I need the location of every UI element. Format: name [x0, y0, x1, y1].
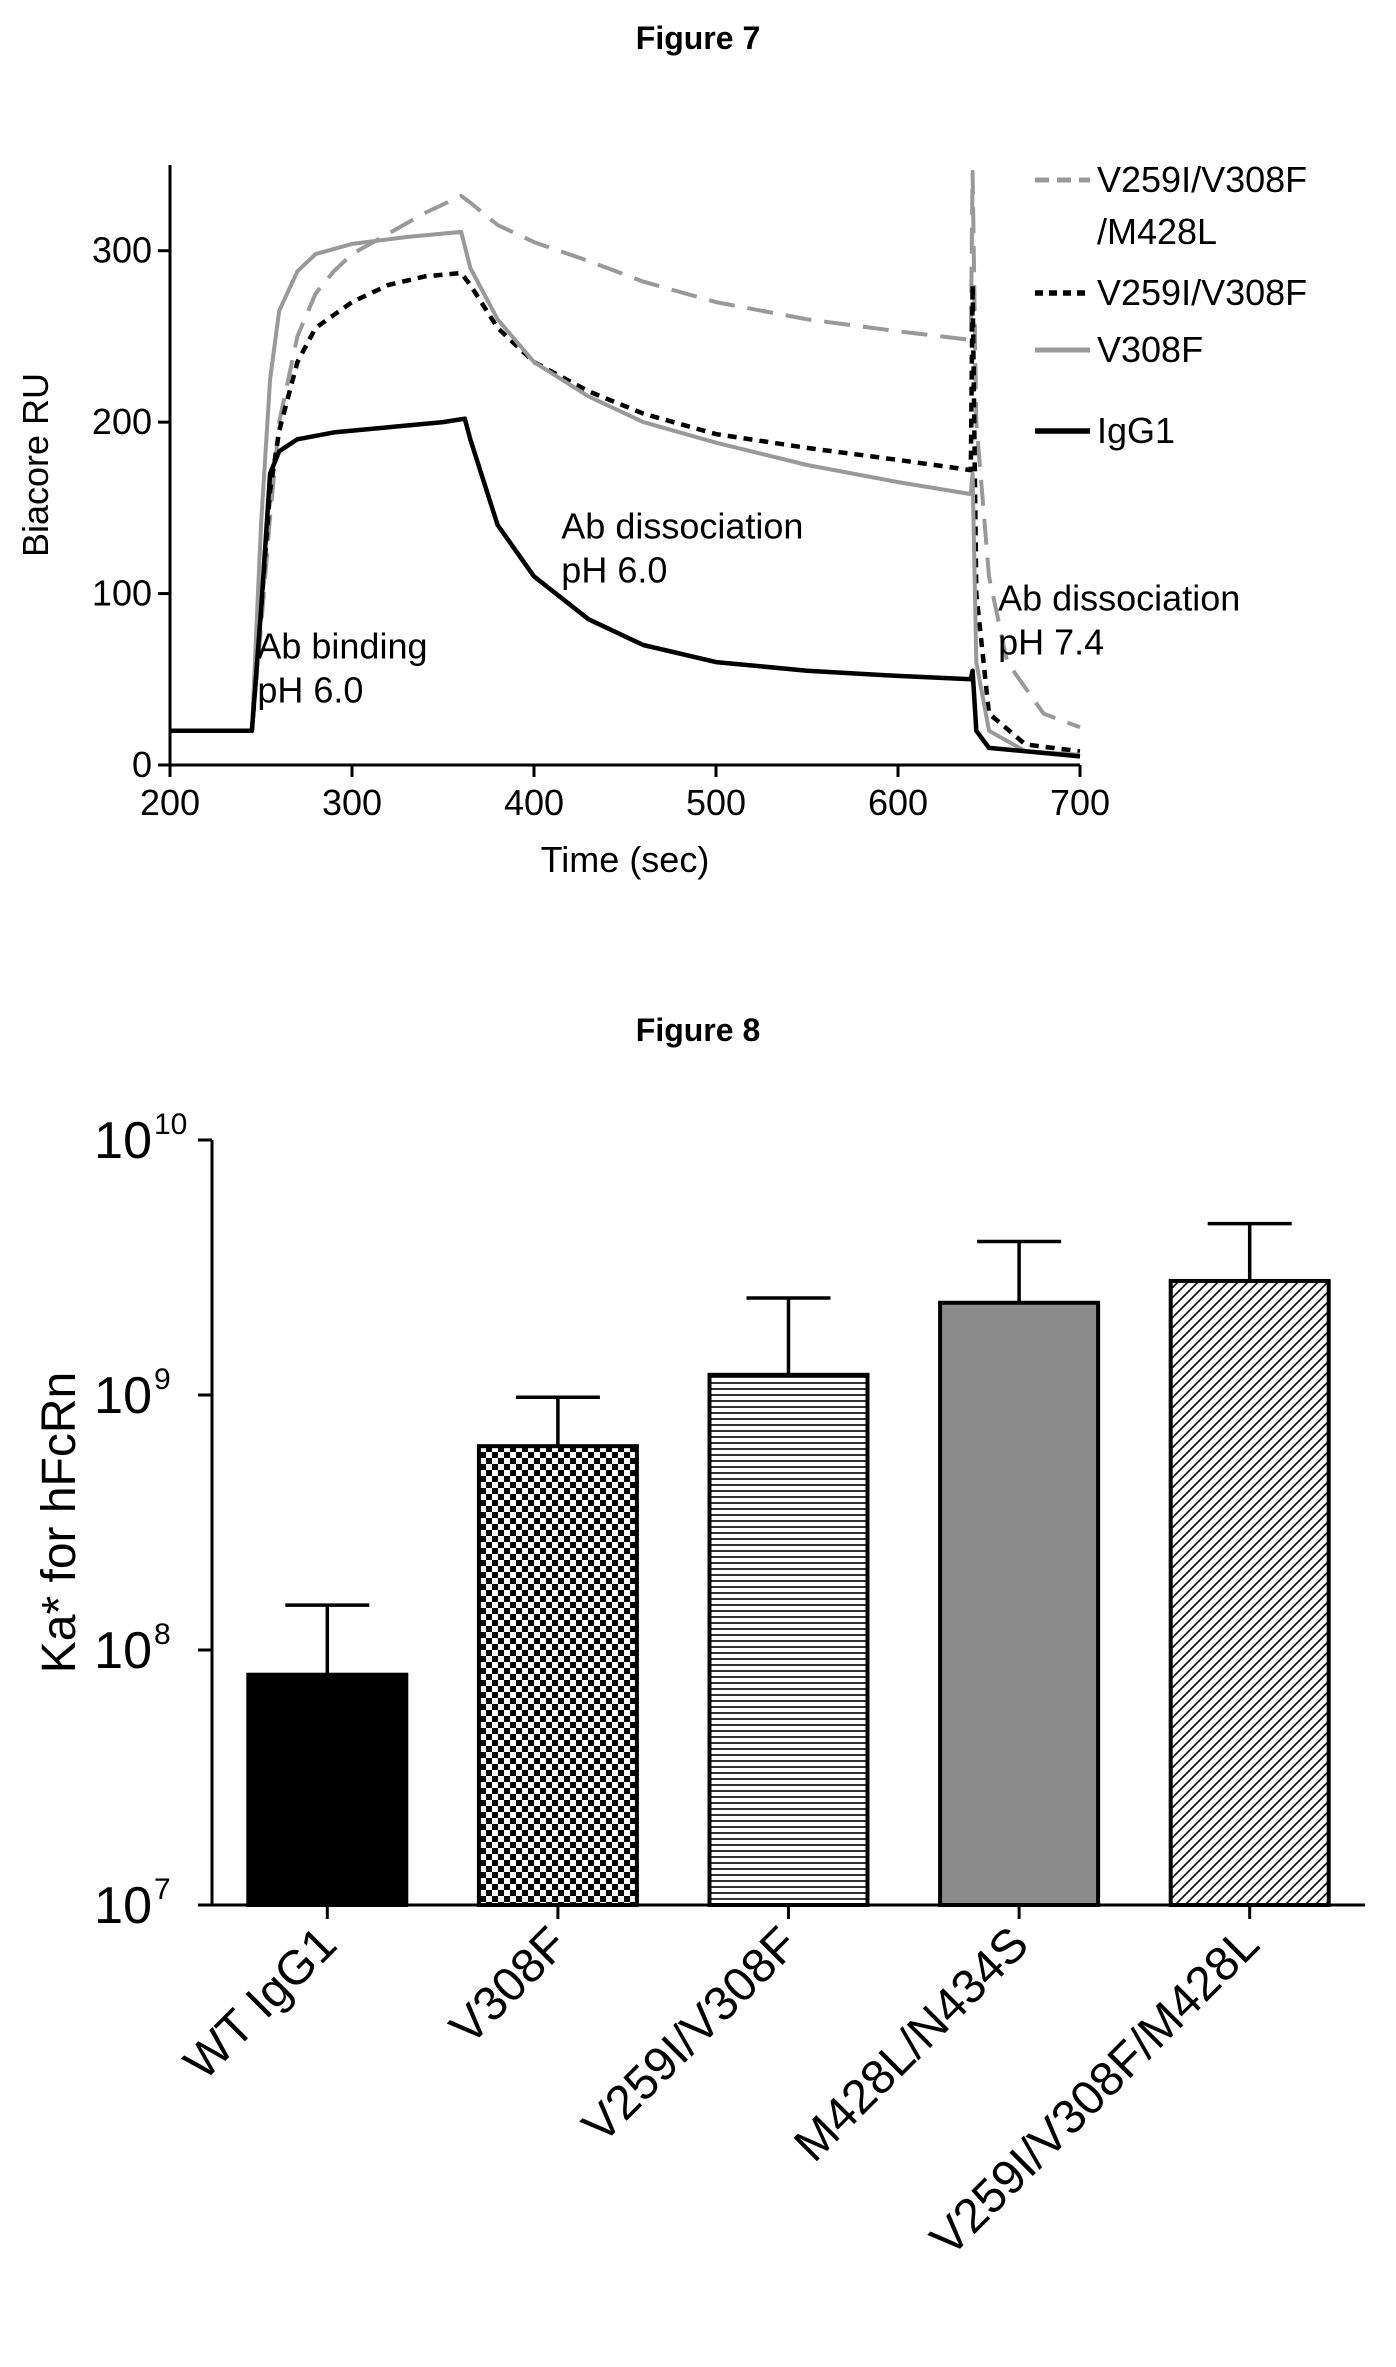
phase-annotation-line: pH 6.0: [257, 670, 363, 711]
x-tick-label: 200: [140, 782, 200, 823]
legend-label: V308F: [1097, 329, 1203, 370]
x-tick-label: 500: [686, 782, 746, 823]
y-axis-label: Ka* for hFcRn: [33, 1372, 86, 1673]
figure-7-title: Figure 7: [635, 20, 761, 56]
x-tick-label: 300: [322, 782, 382, 823]
phase-annotation-line: Ab dissociation: [561, 506, 803, 547]
bar: [938, 1300, 1101, 1907]
x-tick-label: 600: [868, 782, 928, 823]
phase-annotation-line: Ab binding: [257, 626, 427, 667]
phase-annotation: Ab binding pH 6.0: [257, 626, 427, 711]
figure-7-series: [170, 169, 1081, 759]
y-tick-label: 200: [92, 401, 152, 442]
y-tick-exponent: 8: [154, 1618, 171, 1651]
phase-annotation-line: pH 7.4: [998, 622, 1104, 663]
legend-label-line: V259I/V308F: [1097, 272, 1307, 313]
phase-annotation-line: Ab dissociation: [998, 578, 1240, 619]
category-label: V308F: [440, 1917, 577, 2054]
legend-label-line: V259I/V308F: [1097, 159, 1307, 200]
phase-annotation: Ab dissociation pH 7.4: [998, 578, 1240, 663]
figure-8-title: Figure 8: [635, 1012, 761, 1048]
legend-label-line: IgG1: [1097, 410, 1175, 451]
y-tick-label: 0: [132, 744, 152, 785]
x-axis-label: Time (sec): [541, 839, 710, 880]
y-axis-label: Biacore RU: [15, 373, 56, 557]
legend-label: IgG1: [1097, 410, 1175, 451]
legend-label: V259I/V308F/M428L: [1097, 159, 1307, 252]
x-tick-label: 700: [1050, 782, 1110, 823]
legend-label: V259I/V308F: [1097, 272, 1307, 313]
bar: [707, 1372, 870, 1908]
figure-7-annotations: Ab binding pH 6.0Ab dissociation pH 6.0Ab …: [257, 506, 1240, 711]
legend-label-line: /M428L: [1097, 211, 1217, 252]
figure-7-axes: 200 300 400 500 600 700 0 100 200 300 Time (sec) Bi…: [15, 165, 1110, 880]
series-line: [170, 416, 1081, 759]
y-tick-label: 10: [94, 1367, 152, 1425]
legend-label-line: V308F: [1097, 329, 1203, 370]
x-tick-label: 400: [504, 782, 564, 823]
category-label: WT IgG1: [174, 1917, 347, 2090]
series-line: [170, 229, 1081, 757]
bar: [1168, 1278, 1331, 1907]
y-tick-exponent: 7: [154, 1873, 171, 1906]
y-tick-exponent: 10: [154, 1108, 187, 1141]
phase-annotation: Ab dissociation pH 6.0: [561, 506, 803, 591]
figure-8-category-labels: WT IgG1 V308FV259I/V308FM428L/N434SV259I/…: [174, 1917, 1269, 2266]
y-tick-label: 10: [94, 1877, 152, 1935]
y-tick-exponent: 9: [154, 1363, 171, 1396]
category-label: V259I/V308F: [573, 1917, 809, 2153]
y-tick-label: 10: [94, 1112, 152, 1170]
y-tick-label: 10: [94, 1622, 152, 1680]
phase-annotation-line: pH 6.0: [561, 550, 667, 591]
category-label: M428L/N434S: [784, 1917, 1038, 2171]
bar: [246, 1672, 409, 1907]
figure-7-line-chart: 200 300 400 500 600 700 0 100 200 300 Time (sec) Bi…: [15, 159, 1307, 880]
figure-8-bars: [246, 1221, 1331, 1919]
y-tick-label: 100: [92, 573, 152, 614]
bar: [476, 1444, 639, 1908]
y-tick-label: 300: [92, 230, 152, 271]
